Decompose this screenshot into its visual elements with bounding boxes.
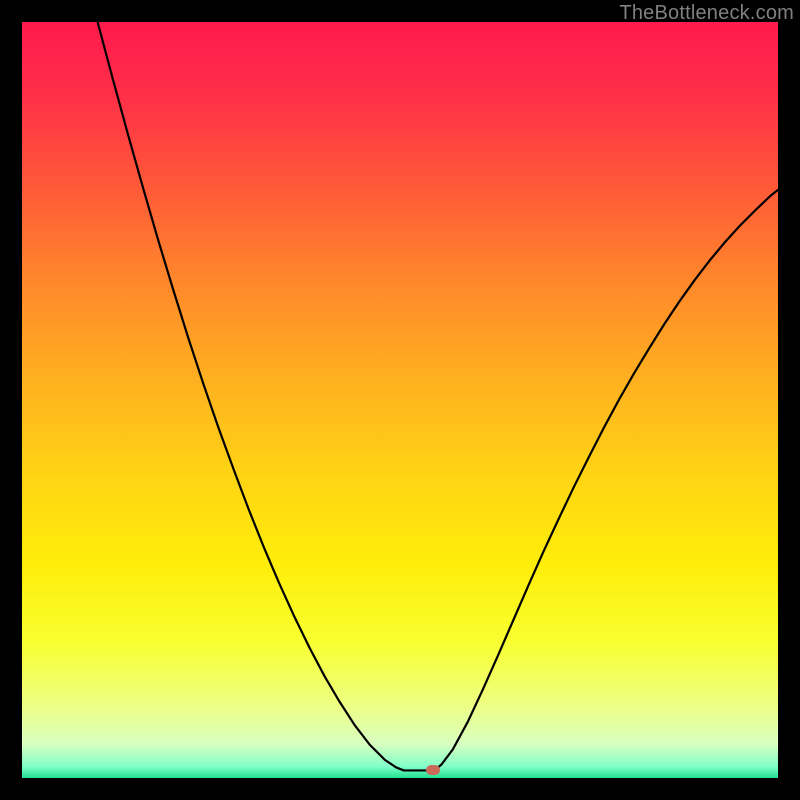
plot-area — [22, 22, 778, 778]
optimum-marker — [426, 765, 440, 775]
watermark-text: TheBottleneck.com — [619, 2, 794, 25]
bottleneck-curve — [22, 22, 778, 778]
chart-frame: TheBottleneck.com — [0, 0, 800, 800]
